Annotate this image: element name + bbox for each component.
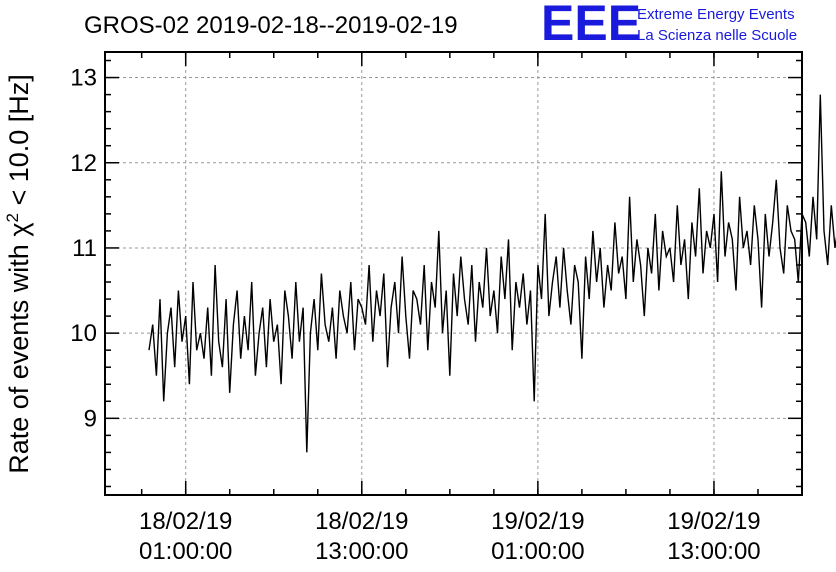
y-tick-label: 13: [70, 65, 97, 92]
eee-logo: EEE Extreme Energy Events La Scienza nel…: [541, 0, 797, 51]
rate-series-line: [148, 94, 836, 453]
y-tick-label: 12: [70, 150, 97, 177]
tick-labels: 9 10 11 12 13 18/02/19 01:00:00 18/02/19 13:00:0…: [70, 65, 760, 565]
y-axis-label-superscript: 2: [3, 213, 22, 222]
x-tick-label-time: 01:00:00: [139, 538, 232, 565]
x-tick-label-date: 18/02/19: [315, 508, 408, 535]
x-tick-label-time: 13:00:00: [667, 538, 760, 565]
y-axis-label: Rate of events with χ2 < 10.0 [Hz]: [3, 74, 34, 474]
ticks: [105, 52, 803, 495]
y-tick-label: 11: [72, 235, 97, 262]
y-axis-label-prefix: Rate of events with χ: [4, 223, 34, 474]
series-layer: [148, 94, 836, 453]
grid: [105, 52, 802, 495]
chart-title: GROS-02 2019-02-18--2019-02-19: [84, 12, 458, 39]
y-tick-label: 9: [84, 405, 97, 432]
logo-line-1: Extreme Energy Events: [637, 6, 795, 23]
logo-line-2: La Scienza nelle Scuole: [637, 27, 797, 44]
x-tick-label-time: 01:00:00: [491, 538, 584, 565]
x-tick-label-time: 13:00:00: [315, 538, 408, 565]
x-tick-label-date: 19/02/19: [667, 508, 760, 535]
y-tick-label: 10: [70, 320, 97, 347]
logo-mark: EEE: [541, 0, 641, 51]
y-axis-label-suffix: < 10.0 [Hz]: [4, 74, 34, 213]
x-tick-label-date: 19/02/19: [491, 508, 584, 535]
plot-frame: [104, 51, 803, 496]
x-tick-label-date: 18/02/19: [139, 508, 232, 535]
